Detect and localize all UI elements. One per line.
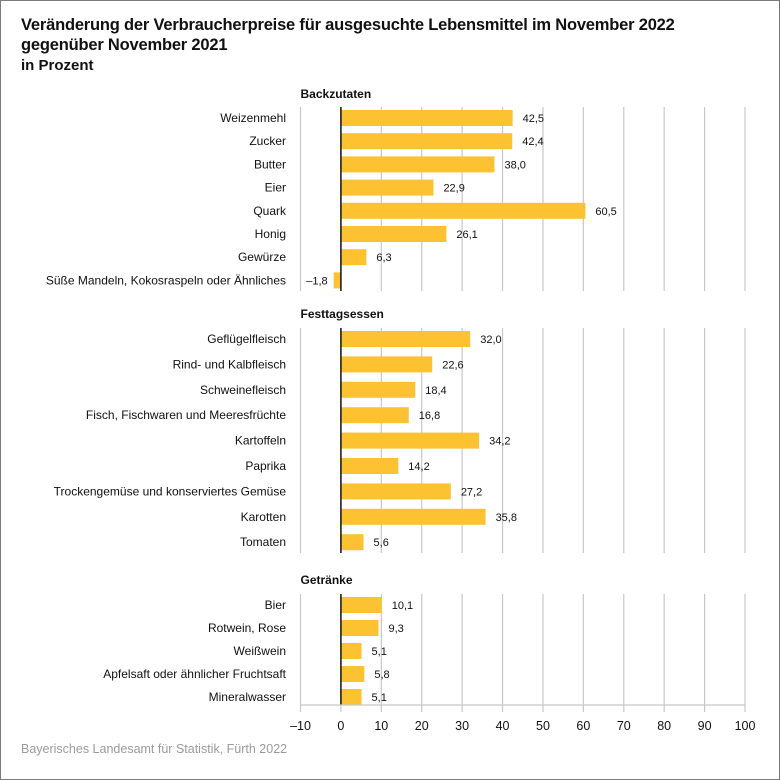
x-tick-label: 0	[337, 719, 344, 733]
source-note: Bayerisches Landesamt für Statistik, Für…	[21, 742, 288, 756]
category-label: Weißwein	[234, 644, 286, 658]
category-label: Rotwein, Rose	[208, 621, 286, 635]
category-label: Fisch, Fischwaren und Meeresfrüchte	[86, 408, 286, 422]
bar	[340, 643, 362, 659]
data-label: 60,5	[595, 206, 616, 218]
category-label: Trockengemüse und konserviertes Gemüse	[54, 484, 287, 498]
bar	[340, 331, 471, 347]
x-tick-label: 20	[415, 719, 429, 733]
x-tick-label: 10	[374, 719, 388, 733]
category-label: Paprika	[245, 459, 286, 473]
data-label: 5,1	[372, 692, 387, 704]
category-label: Bier	[265, 598, 286, 612]
data-label: 18,4	[425, 385, 446, 397]
category-label: Apfelsaft oder ähnlicher Fruchtsaft	[103, 667, 286, 681]
bar	[340, 133, 513, 150]
category-label: Geflügelfleisch	[207, 332, 286, 346]
data-label: 42,4	[522, 136, 543, 148]
category-label: Schweinefleisch	[200, 383, 286, 397]
category-label: Butter	[254, 157, 286, 171]
chart-title: Veränderung der Verbraucherpreise für au…	[21, 15, 675, 55]
bar	[340, 381, 416, 398]
category-label: Tomaten	[240, 535, 286, 549]
data-label: 35,8	[496, 512, 517, 524]
bar	[340, 226, 447, 242]
chart-subtitle: in Prozent	[21, 57, 94, 74]
data-label: 14,2	[408, 461, 429, 473]
bar	[340, 666, 365, 682]
data-label: 27,2	[461, 486, 482, 498]
data-label: 6,3	[376, 252, 391, 264]
category-label: Kartoffeln	[235, 434, 286, 448]
bar	[340, 508, 486, 525]
data-label: 38,0	[504, 159, 525, 171]
data-label: 9,3	[388, 623, 403, 635]
category-label: Karotten	[241, 510, 286, 524]
data-label: 10,1	[392, 600, 413, 612]
category-label: Zucker	[249, 134, 286, 148]
category-label: Gewürze	[238, 250, 286, 264]
data-label: 5,1	[372, 646, 387, 658]
bar	[340, 202, 586, 219]
x-tick-label: 70	[617, 719, 631, 733]
category-label: Honig	[255, 227, 286, 241]
x-tick-label: 50	[536, 719, 550, 733]
x-tick-label: 60	[576, 719, 590, 733]
category-label: Mineralwasser	[209, 690, 286, 704]
chart-title-line2: gegenüber November 2021	[21, 36, 228, 54]
data-label: 34,2	[489, 436, 510, 448]
x-tick-label: 80	[657, 719, 671, 733]
x-tick-label: 90	[698, 719, 712, 733]
chart-title-line1: Veränderung der Verbraucherpreise für au…	[21, 16, 675, 34]
data-label: 22,6	[442, 359, 463, 371]
bar	[340, 156, 495, 173]
bar	[340, 356, 433, 373]
bar	[333, 272, 341, 289]
bar	[340, 432, 480, 449]
category-label: Rind- und Kalbfleisch	[173, 357, 286, 371]
x-tick-label: –10	[290, 719, 311, 733]
section-header-festtagsessen: Festtagsessen	[301, 307, 384, 321]
bar	[340, 597, 382, 613]
x-tick-label: 40	[496, 719, 510, 733]
bar	[340, 483, 451, 500]
bar	[340, 179, 434, 196]
data-label: 42,5	[523, 113, 544, 125]
bar	[340, 534, 364, 551]
data-label: 16,8	[419, 410, 440, 422]
category-label: Süße Mandeln, Kokosraspeln oder Ähnliche…	[46, 273, 286, 287]
section-header-getränke: Getränke	[301, 573, 353, 587]
bar	[340, 458, 399, 474]
x-tick-label: 100	[735, 719, 756, 733]
category-label: Quark	[253, 204, 287, 218]
bar	[340, 110, 513, 126]
bar	[340, 620, 379, 636]
data-label: 5,6	[374, 537, 389, 549]
category-label: Eier	[265, 181, 286, 195]
bar	[340, 407, 409, 424]
category-label: Weizenmehl	[220, 111, 286, 125]
bar	[340, 249, 367, 266]
data-label: 32,0	[480, 334, 501, 346]
x-tick-label: 30	[455, 719, 469, 733]
data-label: –1,8	[306, 275, 327, 287]
section-header-backzutaten: Backzutaten	[301, 87, 372, 101]
data-label: 22,9	[443, 183, 464, 195]
data-label: 5,8	[374, 669, 389, 681]
bar	[340, 689, 362, 705]
data-label: 26,1	[456, 229, 477, 241]
